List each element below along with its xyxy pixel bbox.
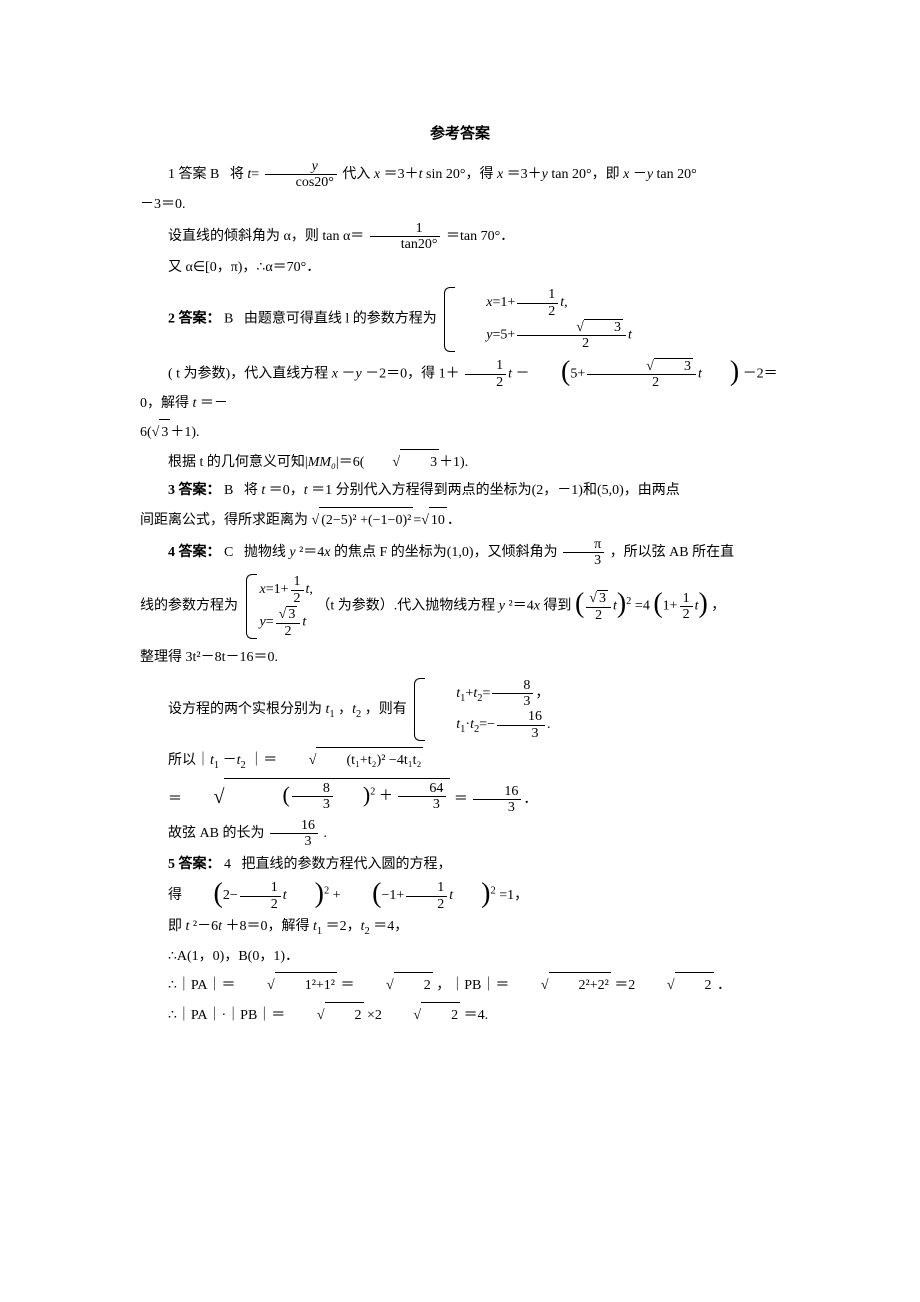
a2-brace: x=1+12t, y=5+√32t: [440, 287, 632, 352]
page: 参考答案 1 答案 B 将 t= y cos20° 代入 x ＝3＋t sin …: [0, 0, 920, 1302]
a5-line2: 得 (2−12t)2 + (−1+12t)2 =1，: [140, 880, 780, 912]
a4-line2: 线的参数方程为 x=1+12t, y=√32t （t 为参数）.代入抛物线方程 …: [140, 570, 780, 643]
a5-line3: 即 t ²－6t ＋8＝0，解得 t1 ＝2，t2 ＝4，: [140, 914, 780, 942]
a4-line7: 故弦 AB 的长为 163 .: [140, 818, 780, 850]
a3-line2: 间距离公式，得所求距离为 √(2−5)² +(−1−0)²=√10．: [140, 507, 780, 535]
a1-line2: －3＝0.: [140, 192, 780, 219]
a4-line5: 所以｜t1 －t2 ｜＝ √(t₁+t₂)² −4t₁t₂: [140, 747, 780, 776]
a1-choice: B: [210, 167, 219, 182]
page-title: 参考答案: [140, 120, 780, 149]
a1-label: 1 答案: [168, 167, 207, 182]
a1-line4: 又 α∈[0，π)，∴α＝70°．: [140, 255, 780, 282]
a4-brace: x=1+12t, y=√32t: [242, 574, 313, 639]
answer-3: 3 答案： B 将 t ＝0，t ＝1 分别代入方程得到两点的坐标为(2，－1)…: [140, 478, 780, 505]
a1-line3: 设直线的倾斜角为 α，则 tan α＝ 1 tan20° ＝tan 70°．: [140, 221, 780, 253]
answer-1: 1 答案 B 将 t= y cos20° 代入 x ＝3＋t sin 20°，得…: [140, 159, 780, 191]
answer-4: 4 答案： C 抛物线 y ²＝4x 的焦点 F 的坐标为(1,0)，又倾斜角为…: [140, 537, 780, 569]
a1-frac-tan: 1 tan20°: [370, 221, 441, 253]
a2-line2: ( t 为参数)，代入直线方程 x －y －2＝0，得 1＋ 12t － (5+…: [140, 358, 780, 417]
a2-line3: 6(√3＋1).: [140, 419, 780, 447]
a5-line4: ∴A(1，0)，B(0，1)．: [140, 944, 780, 971]
answer-5: 5 答案： 4 把直线的参数方程代入圆的方程，: [140, 852, 780, 879]
a1-t1a: 将: [230, 167, 244, 182]
a5-line6: ∴｜PA｜·｜PB｜＝ √2 ×2 √2 ＝4.: [140, 1002, 780, 1030]
a1-t1b: 代入: [342, 167, 374, 182]
a1-frac-t: y cos20°: [265, 159, 337, 191]
a4-line6: ＝ √ (83)2 ＋ 643 ＝ 163．: [140, 778, 780, 816]
a2-line4: 根据 t 的几何意义可知|MM₀|＝6(√3＋1).: [140, 449, 780, 477]
answer-2: 2 答案： B 由题意可得直线 l 的参数方程为 x=1+12t, y=5+√3…: [140, 283, 780, 356]
a4-vieta: t1+t2=83， t1·t2=−163.: [410, 678, 550, 742]
a4-line3: 整理得 3t²－8t－16＝0.: [140, 645, 780, 672]
a4-line4: 设方程的两个实根分别为 t1 ，t2 ，则有 t1+t2=83， t1·t2=−…: [140, 674, 780, 746]
a5-line5: ∴｜PA｜＝ √1²+1² ＝ √2 ，｜PB｜＝ √2²+2² ＝2 √2 ．: [140, 972, 780, 1000]
